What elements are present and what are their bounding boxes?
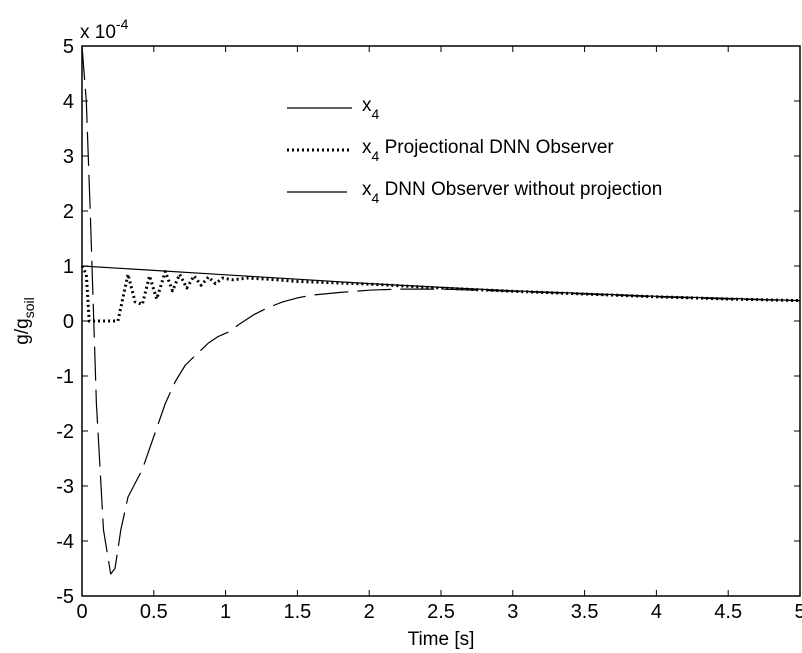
axis-ticks: 0 0.5 1 1.5 2 2.5 3 3.5 4 4.5 5 -5 -4 -3 -2 -1 0 1 2 3 4 5 (56, 36, 802, 623)
x-tick-label: 1 (220, 601, 231, 623)
y-tick-label: -5 (56, 586, 74, 608)
y-multiplier-exponent: -4 (116, 16, 129, 32)
y-tick-label: 5 (63, 36, 74, 58)
legend-label-1: x4 Projectional DNN Observer (362, 137, 614, 164)
x-tick-label: 3 (507, 601, 518, 623)
y-tick-label: 4 (63, 91, 74, 113)
legend-label-main: x (362, 95, 372, 116)
y-axis-label: g/gsoil (12, 297, 37, 344)
y-tick-label: 2 (63, 201, 74, 223)
legend-label-rest: Projectional DNN Observer (379, 137, 614, 158)
plot-frame (81, 45, 801, 597)
series-line-1 (80, 265, 801, 323)
x-tick-label: 2.5 (427, 601, 455, 623)
x-axis-label: Time [s] (408, 629, 475, 650)
legend-label-subscript: 4 (372, 190, 380, 206)
legend-label-main: x (362, 179, 372, 200)
legend-label-main: x (362, 137, 372, 158)
y-axis-label-sub: soil (21, 297, 37, 318)
y-tick-label: 3 (63, 146, 74, 168)
series-line-2 (81, 45, 801, 575)
y-tick-label: -2 (56, 421, 74, 443)
y-tick-label: 0 (63, 311, 74, 333)
x-tick-label: 1.5 (283, 601, 311, 623)
x-tick-label: 0.5 (140, 601, 168, 623)
x-tick-label: 4.5 (714, 601, 742, 623)
y-tick-label: -3 (56, 476, 74, 498)
legend-label-2: x4 DNN Observer without projection (362, 179, 662, 206)
x-tick-label: 0 (76, 601, 87, 623)
legend-label-subscript: 4 (372, 106, 380, 122)
y-tick-label: -4 (56, 531, 74, 553)
y-tick-label: -1 (56, 366, 74, 388)
legend-label-0: x4 (362, 95, 380, 122)
x-tick-label: 2 (364, 601, 375, 623)
y-multiplier: x 10-4 (80, 16, 129, 43)
legend-label-subscript: 4 (372, 148, 380, 164)
y-tick-label: 1 (63, 256, 74, 278)
legend-label-rest: DNN Observer without projection (379, 179, 662, 200)
series-group (80, 45, 801, 575)
x-tick-label: 3.5 (571, 601, 599, 623)
x-tick-label: 5 (794, 601, 802, 623)
x-tick-label: 4 (651, 601, 662, 623)
